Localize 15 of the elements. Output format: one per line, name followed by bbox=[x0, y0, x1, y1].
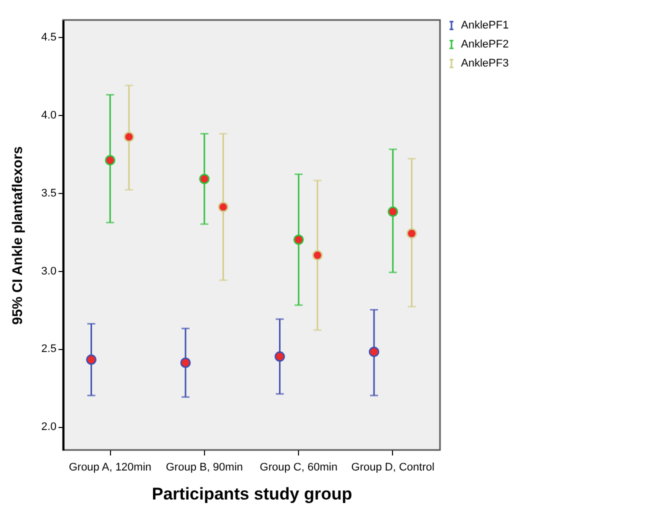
x-tick-label: Group A, 120min bbox=[68, 462, 152, 474]
y-tick-label: 4.0 bbox=[41, 110, 56, 122]
x-tick-label: Group D, Control bbox=[351, 462, 434, 474]
x-tick-label: Group C, 60min bbox=[260, 462, 338, 474]
y-tick-label: 2.5 bbox=[41, 343, 56, 356]
y-tick-label: 3.5 bbox=[41, 187, 56, 200]
legend-label: AnklePF1 bbox=[461, 20, 509, 32]
x-tick-label: Group B, 90min bbox=[166, 462, 243, 474]
y-axis-title: 95% CI Ankle plantaflexors bbox=[9, 146, 26, 325]
y-tick-label: 4.5 bbox=[41, 32, 56, 44]
y-tick-label: 2.0 bbox=[41, 421, 56, 434]
legend-label: AnklePF3 bbox=[461, 58, 509, 70]
legend-label: AnklePF2 bbox=[461, 38, 509, 50]
x-axis-title: Participants study group bbox=[152, 484, 352, 504]
y-tick-label: 3.0 bbox=[41, 265, 56, 278]
